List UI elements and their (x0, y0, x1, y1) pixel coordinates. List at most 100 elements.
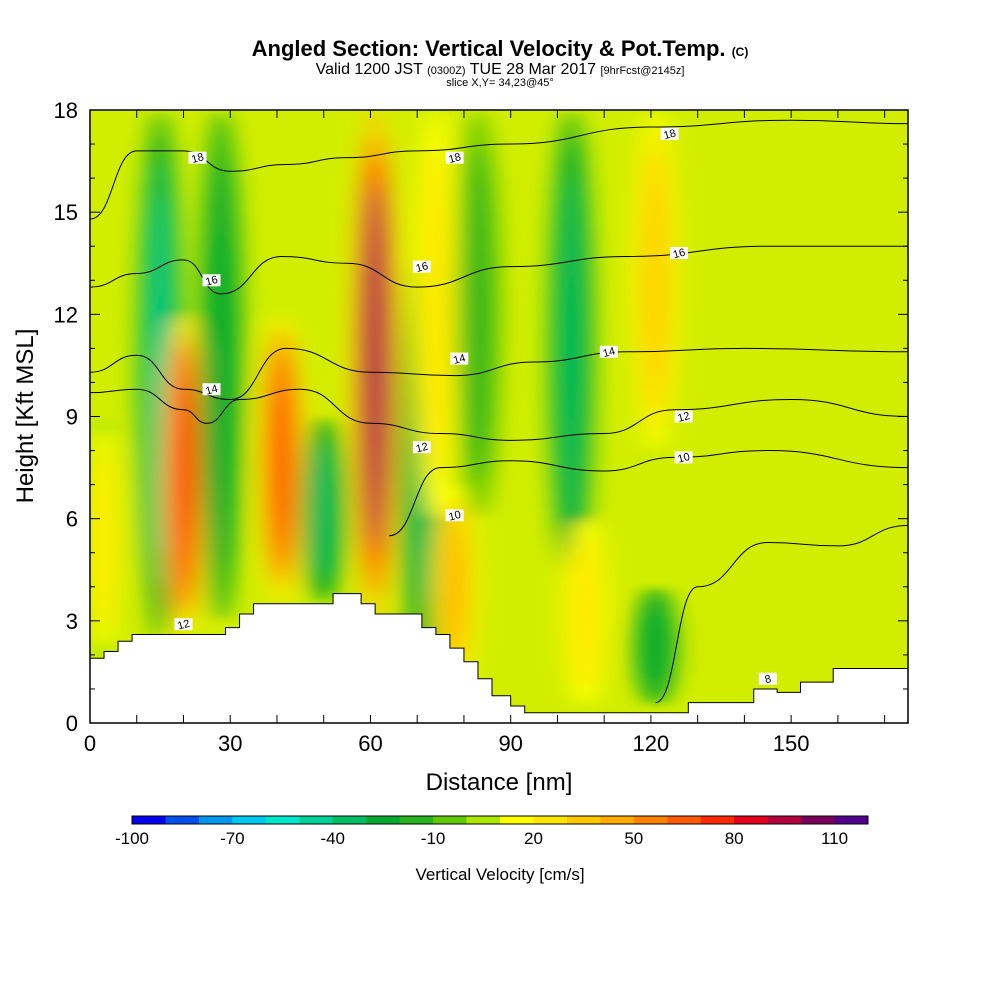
x-tick-label: 30 (218, 731, 242, 756)
plot-area: 8 10 10 12 12 12 14 14 14 16 16 16 18 18 18 (90, 110, 908, 723)
contour-label-box (660, 127, 679, 140)
velocity-band (90, 416, 127, 662)
colorbar-swatch (734, 816, 769, 824)
contour-label-box (188, 151, 207, 164)
velocity-band (413, 110, 458, 519)
contour-label-box (674, 410, 693, 423)
x-tick-label: 0 (84, 731, 96, 756)
x-tick-label: 150 (773, 731, 810, 756)
y-tick-label: 0 (66, 711, 78, 736)
colorbar-tick-label: -70 (220, 829, 245, 848)
contour-label-box (174, 618, 193, 631)
contour-label-box (674, 451, 693, 464)
contour-label: 18 (190, 151, 205, 166)
velocity-level (447, 516, 462, 657)
contour-label-box (412, 260, 431, 273)
contour-labels: 8 10 10 12 12 12 14 14 14 16 16 16 18 18 18 (174, 127, 777, 686)
colorbar-swatch (633, 816, 668, 824)
y-tick-label: 12 (54, 302, 78, 327)
contour-label: 16 (672, 247, 687, 262)
contour-label: 8 (764, 673, 773, 686)
velocity-level (564, 185, 579, 512)
velocity-level (176, 365, 191, 587)
colorbar-swatch (600, 816, 635, 824)
chart-title: Angled Section: Vertical Velocity & Pot.… (251, 36, 749, 61)
velocity-level (578, 548, 593, 677)
contour-label: 12 (415, 441, 430, 456)
velocity-band (549, 110, 594, 587)
x-axis: 0 30 60 90 120 150 (84, 110, 886, 756)
velocity-level (648, 605, 663, 688)
contour-label-box (412, 441, 431, 454)
x-tick-label: 60 (358, 731, 382, 756)
velocity-band (633, 110, 678, 451)
velocity-level (428, 174, 444, 455)
contour-label: 12 (676, 410, 691, 425)
vertical-velocity-field (90, 110, 678, 706)
contour-label-box (445, 151, 464, 164)
contour-label: 16 (204, 274, 219, 289)
theta-contour-12 (90, 388, 908, 441)
y-tick-label: 3 (66, 609, 78, 634)
contour-label: 14 (602, 345, 617, 360)
contour-label-box (450, 352, 469, 365)
potential-temperature-contours (90, 119, 908, 704)
colorbar-label: Vertical Velocity [cm/s] (415, 865, 584, 884)
contour-label: 10 (447, 509, 462, 524)
y-tick-label: 9 (66, 405, 78, 430)
colorbar-tick-label: 110 (821, 829, 848, 848)
contour-label-box (669, 247, 688, 260)
colorbar-tick-label: -100 (115, 829, 149, 848)
velocity-band (198, 110, 243, 621)
colorbar-tick-label: 50 (624, 829, 643, 848)
velocity-level (470, 174, 486, 455)
colorbar-swatch (165, 816, 200, 824)
velocity-band (455, 110, 500, 519)
colorbar-swatch (332, 816, 367, 824)
colorbar-frame (131, 815, 869, 825)
colorbar-tick-label: 80 (725, 829, 744, 848)
colorbar-swatch (667, 816, 702, 824)
x-axis-label: Distance [nm] (426, 769, 573, 796)
colorbar-swatch (466, 816, 501, 824)
colorbar-swatch (767, 816, 802, 824)
y-tick-label: 15 (54, 200, 78, 225)
contour-label-box (202, 383, 221, 396)
contour-label-box (599, 345, 618, 358)
contour-label: 14 (204, 383, 219, 398)
velocity-band (161, 314, 206, 638)
contour-label: 14 (452, 352, 467, 367)
y-tick-label: 6 (66, 507, 78, 532)
x-tick-label: 120 (633, 731, 670, 756)
y-tick-label: 18 (54, 98, 78, 123)
contour-label-box (202, 274, 221, 287)
velocity-band (259, 314, 304, 604)
theta-contour-18 (90, 119, 908, 220)
velocity-level (274, 359, 289, 559)
x-tick-label: 90 (498, 731, 522, 756)
velocity-level (648, 163, 663, 397)
contour-label: 12 (176, 618, 191, 633)
y-axis-label: Height [Kft MSL] (12, 329, 39, 504)
chart-slice-info: slice X,Y= 34,23@45° (446, 77, 554, 89)
colorbar-swatch (834, 816, 869, 824)
colorbar-swatch (232, 816, 267, 824)
contour-label-box (445, 509, 464, 522)
velocity-band (563, 518, 608, 706)
contour-label: 18 (662, 127, 677, 142)
contour-label-box (758, 672, 777, 685)
colorbar-tick-label: -40 (320, 829, 345, 848)
theta-contour-10 (389, 450, 908, 537)
theta-contour-14 (90, 347, 908, 400)
colorbar-swatch (299, 816, 334, 824)
colorbar-swatch (533, 816, 568, 824)
colorbar-swatch (801, 816, 836, 824)
contour-label: 16 (415, 260, 430, 275)
colorbar-swatch (265, 816, 300, 824)
theta-contour-8 (655, 524, 908, 704)
colorbar-swatch (366, 816, 401, 824)
colorbar-swatch (399, 816, 434, 824)
colorbar-swatch (198, 816, 233, 824)
theta-contour-16 (90, 245, 908, 295)
